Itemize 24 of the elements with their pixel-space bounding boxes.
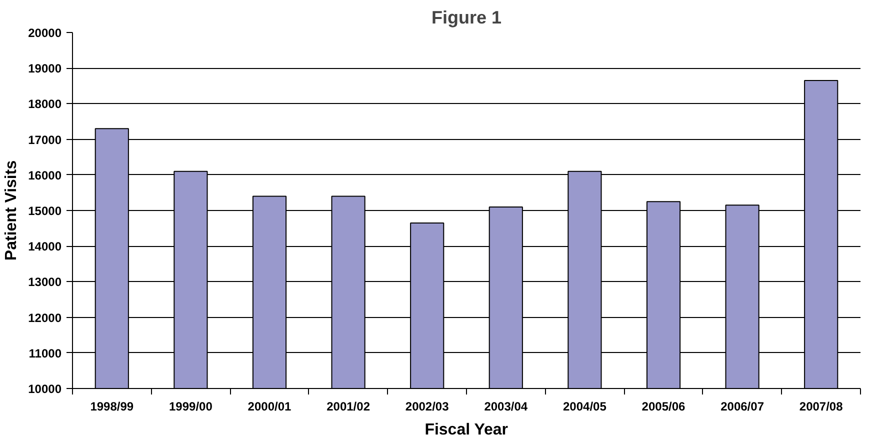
y-tick-label: 16000 (28, 168, 62, 182)
x-tick-label: 2000/01 (248, 400, 292, 414)
y-tick-label: 13000 (28, 275, 62, 290)
y-tick-label: 12000 (28, 310, 62, 325)
y-tick-label: 18000 (28, 97, 62, 112)
x-tick-label: 2004/05 (563, 400, 607, 414)
x-axis-title: Fiscal Year (424, 422, 508, 438)
y-tick-label: 15000 (28, 204, 62, 218)
x-tick-label: 2001/02 (326, 400, 370, 414)
x-tick-label: 2002/03 (405, 400, 450, 414)
x-tick-label: 2006/07 (720, 400, 764, 414)
y-tick-label: 17000 (28, 132, 62, 147)
y-tick-label: 14000 (28, 240, 62, 254)
y-axis-title: Patient Visits (3, 160, 20, 261)
x-tick-label: 2005/06 (642, 400, 686, 414)
x-tick-label: 1999/00 (169, 400, 213, 414)
y-tick-label: 20000 (28, 26, 62, 40)
y-tick-label: 10000 (28, 382, 62, 396)
chart-title: Figure 1 (431, 8, 502, 28)
x-tick-label: 2003/04 (484, 400, 528, 414)
x-tick-label: 2007/08 (799, 400, 844, 414)
x-tick-label: 1998/99 (90, 400, 134, 414)
y-tick-label: 19000 (28, 62, 62, 76)
y-tick-label: 11000 (28, 346, 62, 360)
